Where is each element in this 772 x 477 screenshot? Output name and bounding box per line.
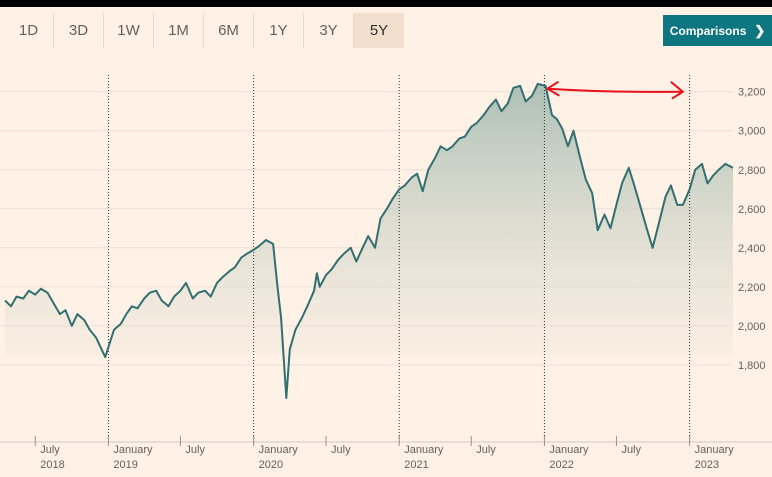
time-range-selector: 1D 3D 1W 1M 6M 1Y 3Y 5Y [4,13,404,48]
x-tick-year: 2022 [549,459,573,471]
chevron-right-icon: ❯ [754,22,766,38]
range-button-1d[interactable]: 1D [4,13,54,48]
x-tick-label: July [621,444,641,456]
annotation-arrow [545,80,685,100]
year-dividers [107,75,691,442]
range-button-6m[interactable]: 6M [204,13,254,48]
y-tick-label: 2,800 [738,165,766,177]
y-tick-label: 2,600 [738,204,766,216]
x-tick-label: January [695,444,735,456]
x-tick-year: 2021 [404,459,428,471]
x-tick-year: 2023 [695,459,719,471]
comparisons-button[interactable]: Comparisons ❯ [663,15,772,46]
x-tick-label: July [331,444,351,456]
y-tick-label: 3,200 [738,87,766,99]
y-tick-label: 2,200 [738,282,766,294]
x-tick-year: 2020 [259,459,283,471]
x-tick-label: January [113,444,153,456]
x-tick-label: January [259,444,299,456]
annotation-arrowhead-left [545,80,560,97]
x-axis: July 2018 January 2019 July January 2020 July Ja… [0,436,772,471]
series-area-fill [5,83,733,399]
range-button-5y[interactable]: 5Y [354,13,404,48]
range-button-3y[interactable]: 3Y [304,13,354,48]
range-button-1m[interactable]: 1M [154,13,204,48]
annotation-arrowhead-right [670,80,685,100]
x-tick-label: January [404,444,444,456]
top-rule [0,0,772,7]
x-tick-year: 2018 [40,459,64,471]
range-button-1y[interactable]: 1Y [254,13,304,48]
x-tick-year: 2019 [113,459,137,471]
annotation-arrow-line [547,87,683,93]
series-line [4,82,734,399]
y-tick-label: 2,400 [738,243,766,255]
comparisons-label: Comparisons [669,23,747,38]
x-tick-label: January [549,444,589,456]
x-tick-label: July [40,444,60,456]
range-button-1w[interactable]: 1W [104,13,154,48]
range-button-3d[interactable]: 3D [54,13,104,48]
y-tick-label: 1,800 [738,360,766,372]
x-tick-label: July [185,444,205,456]
y-axis: 1,800 2,000 2,200 2,400 2,600 2,800 3,000 3,200 [738,87,766,372]
y-tick-label: 3,000 [738,126,766,138]
x-tick-label: July [476,444,496,456]
y-tick-label: 2,000 [738,321,766,333]
